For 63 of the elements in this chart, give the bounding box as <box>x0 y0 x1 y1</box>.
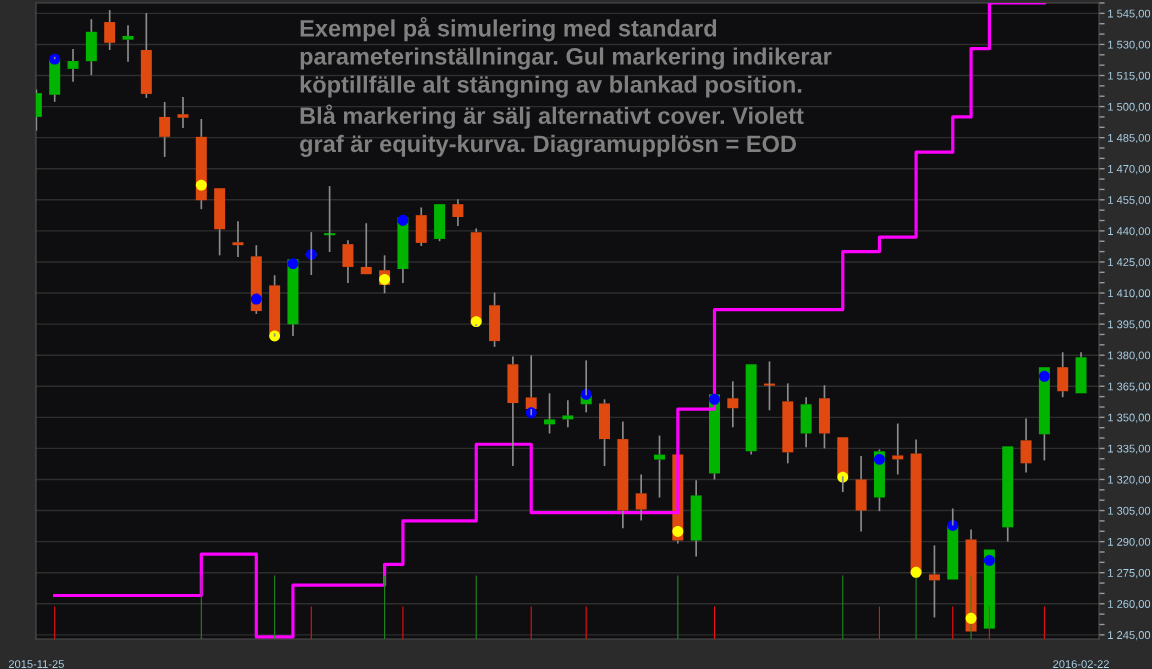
candlestick <box>452 198 464 227</box>
point <box>397 214 409 226</box>
y-tick-label: 1 365,00 <box>1108 382 1151 392</box>
candlestick <box>140 12 152 99</box>
y-tick-label: 1 290,00 <box>1108 537 1151 548</box>
point <box>873 453 885 465</box>
candlestick <box>342 239 354 284</box>
candlestick <box>104 9 116 51</box>
y-tick-label: 1 395,00 <box>1108 320 1151 330</box>
candlestick <box>617 420 629 530</box>
candlestick <box>635 473 647 522</box>
y-tick-label: 1 530,00 <box>1108 40 1151 50</box>
point <box>709 393 720 405</box>
y-tick-label: 1 350,00 <box>1108 413 1151 423</box>
candlestick <box>232 220 244 258</box>
point <box>965 612 977 624</box>
y-tick-label: 1 485,00 <box>1108 133 1151 144</box>
y-tick-label: 1 425,00 <box>1108 258 1151 268</box>
point <box>195 179 207 191</box>
y-tick-label: 1 410,00 <box>1108 289 1151 299</box>
y-tick-label: 1 545,00 <box>1108 9 1151 19</box>
y-tick-label: 1 500,00 <box>1108 102 1151 113</box>
candlestick <box>1057 351 1069 399</box>
point <box>983 555 995 566</box>
candlestick <box>892 422 904 476</box>
point <box>250 293 262 305</box>
point <box>910 566 922 578</box>
y-tick-label: 1 470,00 <box>1108 165 1151 175</box>
point <box>672 526 684 537</box>
y-tick-label: 1 245,00 <box>1108 631 1151 641</box>
candlestick <box>782 382 794 465</box>
y-tick-label: 1 440,00 <box>1108 227 1151 237</box>
y-tick-label: 1 515,00 <box>1108 71 1151 81</box>
y-tick-label: 1 320,00 <box>1108 475 1151 485</box>
point <box>470 316 482 328</box>
y-tick-label: 1 260,00 <box>1108 600 1151 610</box>
candlestick <box>470 227 482 328</box>
candlestick <box>562 399 574 429</box>
point <box>1038 370 1050 382</box>
candlestick <box>928 544 940 619</box>
candlestick <box>1020 417 1032 474</box>
candlestick <box>654 434 665 499</box>
candlestick <box>67 48 79 83</box>
candlestick <box>525 354 537 417</box>
annotation: Exempel på simulering med standard parameterinställningar. Gul markering indikerar köptillfälle alt stängning av blankad position. Blå markering är sälj alternativt cover. Violett graf är equity-kurva. Diagramupplösn = EOD <box>300 16 832 157</box>
y-tick-label: 1 455,00 <box>1108 196 1151 206</box>
x-tick-label: 2015-11-25 <box>8 660 64 668</box>
candlestick <box>177 96 189 129</box>
y-tick-label: 1 335,00 <box>1108 444 1151 454</box>
y-tick-label: 1 380,00 <box>1108 351 1151 361</box>
y-tick-label: 1 275,00 <box>1108 568 1151 579</box>
candlestick <box>122 24 134 63</box>
y-tick-label: 1 305,00 <box>1108 506 1151 516</box>
point <box>269 330 281 342</box>
candlestick <box>800 396 812 449</box>
point <box>49 53 61 65</box>
candlestick <box>690 479 702 558</box>
candlestick <box>415 206 427 247</box>
candlestick <box>507 355 519 467</box>
x-tick-label: 2016-02-22 <box>1053 660 1109 668</box>
candlestick <box>727 380 739 429</box>
point <box>287 258 299 270</box>
candlestick <box>855 455 867 533</box>
